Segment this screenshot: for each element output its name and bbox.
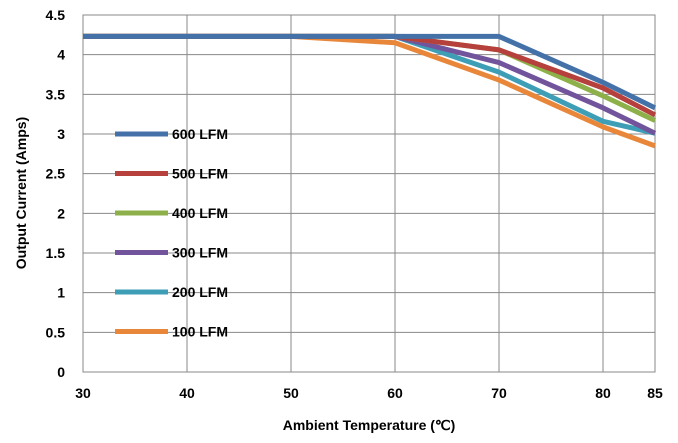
y-tick-label: 0 [57,364,65,380]
x-tick-label: 40 [179,385,195,401]
legend: 600 LFM 500 LFM 400 LFM 300 LFM 200 LFM 100 L… [115,126,228,340]
series-lines [83,33,657,149]
y-tick-label: 2.5 [46,166,66,182]
legend-label-600-lfm: 600 LFM [172,126,228,142]
legend-label-500-lfm: 500 LFM [172,166,228,182]
y-tick-label: 4 [57,47,65,63]
x-tick-label: 80 [595,385,611,401]
x-tick-label: 85 [647,385,663,401]
x-tick-label: 60 [387,385,403,401]
legend-label-300-lfm: 300 LFM [172,245,228,261]
legend-label-100-lfm: 100 LFM [172,324,228,340]
series-line-600-lfm [83,33,657,111]
y-tick-label: 1.5 [46,245,66,261]
y-tick-labels: 0 0.5 1 1.5 2 2.5 3 3.5 4 4.5 [46,7,66,380]
y-tick-label: 1 [57,285,65,301]
legend-label-200-lfm: 200 LFM [172,284,228,300]
y-tick-label: 4.5 [46,7,66,23]
legend-label-400-lfm: 400 LFM [172,205,228,221]
y-tick-label: 3.5 [46,86,66,102]
grid-lines [83,15,655,372]
y-tick-label: 0.5 [46,324,66,340]
x-tick-label: 30 [75,385,91,401]
x-tick-labels: 30 40 50 60 70 80 85 [75,385,663,401]
y-tick-label: 3 [57,126,65,142]
x-axis-label: Ambient Temperature (℃) [283,417,456,433]
x-tick-label: 50 [283,385,299,401]
y-axis-label: Output Current (Amps) [13,117,29,269]
y-tick-label: 2 [57,205,65,221]
x-tick-label: 70 [491,385,507,401]
